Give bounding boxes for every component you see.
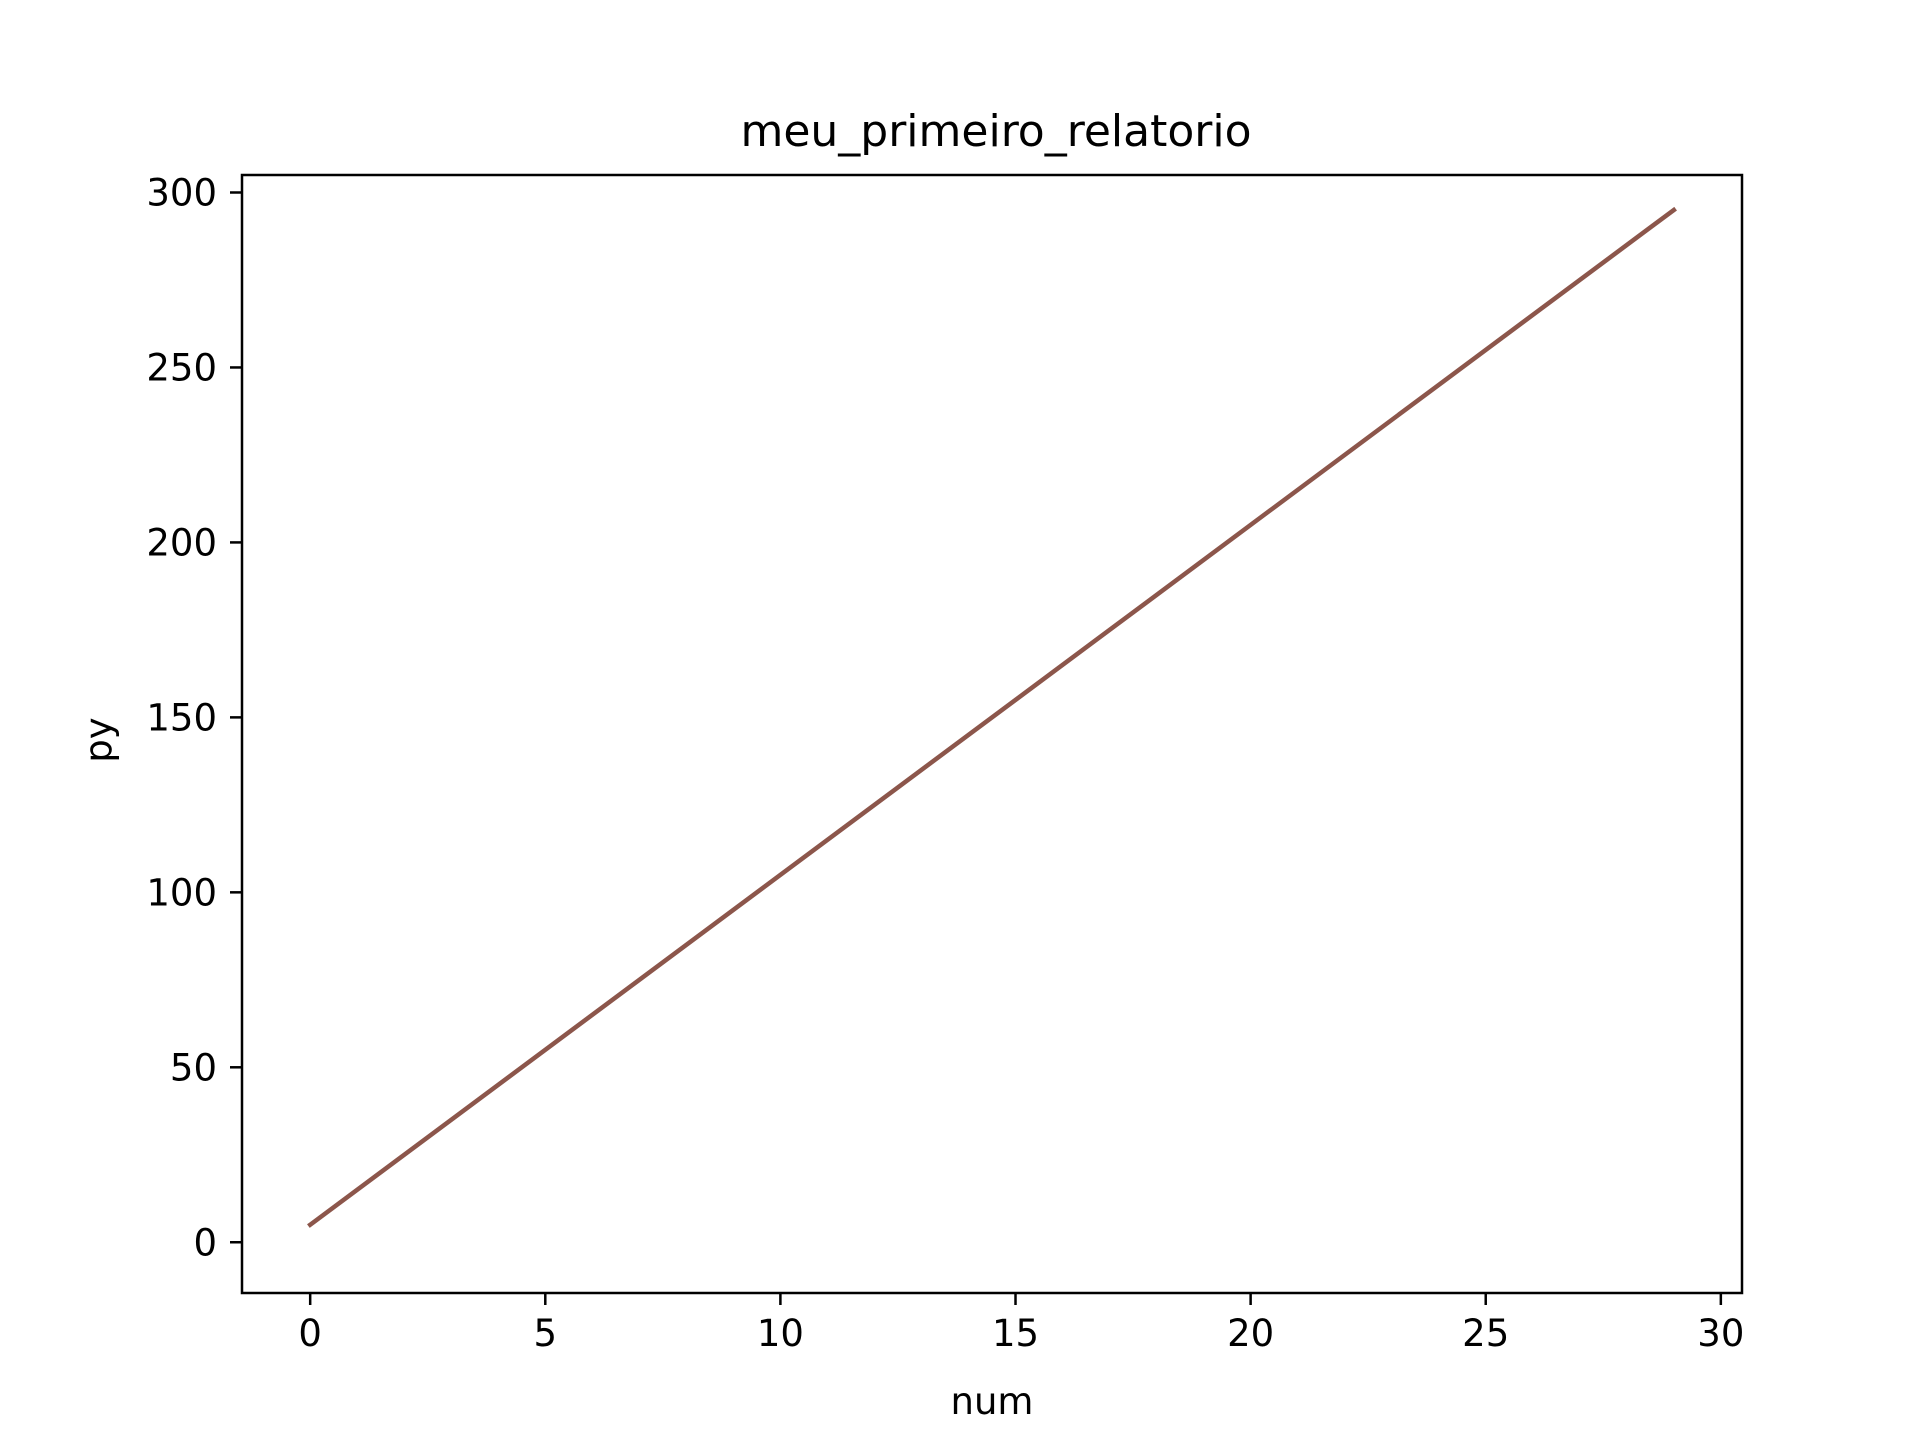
series-layer: [307, 206, 1677, 1228]
x-tick-label: 0: [298, 1312, 322, 1355]
y-tick-label: 300: [146, 171, 217, 214]
x-tick-label: 20: [1227, 1312, 1274, 1355]
y-tick-label: 250: [146, 346, 217, 389]
chart-title: meu_primeiro_relatorio: [740, 106, 1251, 157]
y-axis-label: py: [77, 717, 120, 762]
x-tick-label: 10: [757, 1312, 804, 1355]
y-axis: 0 50 100 150 200 250 300: [146, 171, 242, 1264]
x-axis-label: num: [951, 1380, 1034, 1423]
y-tick-label: 100: [146, 871, 217, 914]
series-line: [307, 206, 1677, 1228]
x-tick-label: 25: [1462, 1312, 1509, 1355]
x-axis: 0 5 10 15 20 25 30: [298, 1293, 1744, 1355]
axes-background: [242, 175, 1742, 1293]
x-tick-label: 15: [992, 1312, 1039, 1355]
x-tick-label: 5: [534, 1312, 558, 1355]
axes-frame: [240, 173, 1744, 1295]
y-tick-label: 0: [193, 1221, 217, 1264]
y-tick-label: 50: [170, 1046, 217, 1089]
y-tick-label: 200: [146, 521, 217, 564]
x-tick-label: 30: [1697, 1312, 1744, 1355]
plot-area: [240, 173, 1744, 1295]
y-tick-label: 150: [146, 696, 217, 739]
